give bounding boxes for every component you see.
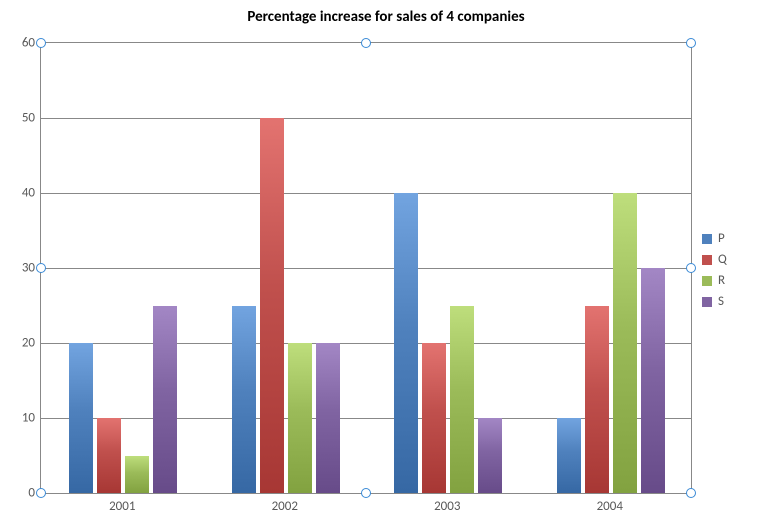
y-tick-label: 20 [22,336,35,351]
legend-swatch [702,255,712,265]
chart-title: Percentage increase for sales of 4 compa… [0,8,772,26]
legend-swatch [702,276,712,286]
y-tick-label: 0 [28,486,35,501]
x-tick-label: 2001 [109,499,135,514]
x-tick-label: 2002 [272,499,298,514]
legend-label: P [718,231,725,246]
legend-label: S [718,294,724,309]
selection-handle[interactable] [36,38,46,48]
bar-P-2001 [69,343,93,493]
legend-item-S: S [702,294,727,309]
legend-item-Q: Q [702,252,727,267]
bar-R-2002 [288,343,312,493]
bar-S-2003 [478,418,502,493]
selection-handle[interactable] [686,263,696,273]
bar-R-2003 [450,306,474,494]
legend-item-P: P [702,231,727,246]
gridline [41,268,691,269]
bar-Q-2002 [260,118,284,493]
legend-swatch [702,234,712,244]
bar-Q-2004 [585,306,609,494]
y-tick-label: 40 [22,186,35,201]
plot-area: 01020304050602001200220032004 [40,42,692,494]
selection-handle[interactable] [686,488,696,498]
legend-swatch [702,297,712,307]
x-tick-label: 2004 [597,499,623,514]
bar-P-2004 [557,418,581,493]
y-tick-label: 50 [22,111,35,126]
selection-handle[interactable] [686,38,696,48]
legend-label: Q [718,252,727,267]
gridline [41,118,691,119]
bar-Q-2001 [97,418,121,493]
chart-container: Percentage increase for sales of 4 compa… [0,0,772,532]
x-tick-label: 2003 [434,499,460,514]
bar-S-2001 [153,306,177,494]
selection-handle[interactable] [36,263,46,273]
y-tick-label: 60 [22,36,35,51]
bar-P-2002 [232,306,256,494]
legend-item-R: R [702,273,727,288]
bar-P-2003 [394,193,418,493]
bar-S-2004 [641,268,665,493]
gridline [41,193,691,194]
legend: PQRS [702,225,727,315]
selection-handle[interactable] [361,488,371,498]
y-tick-label: 10 [22,411,35,426]
bar-Q-2003 [422,343,446,493]
selection-handle[interactable] [36,488,46,498]
bar-R-2004 [613,193,637,493]
y-tick-label: 30 [22,261,35,276]
selection-handle[interactable] [361,38,371,48]
legend-label: R [718,273,725,288]
bar-R-2001 [125,456,149,494]
bar-S-2002 [316,343,340,493]
